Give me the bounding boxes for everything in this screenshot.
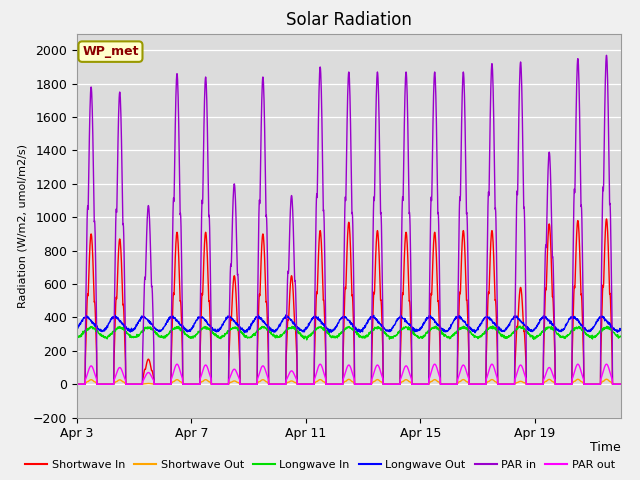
Title: Solar Radiation: Solar Radiation [286, 11, 412, 29]
Shortwave In [617, 381, 625, 387]
PAR out [200, 366, 207, 372]
Shortwave Out [470, 381, 477, 387]
Shortwave In [150, 381, 158, 387]
Y-axis label: Radiation (W/m2, umol/m2/s): Radiation (W/m2, umol/m2/s) [17, 144, 27, 308]
PAR out [150, 381, 158, 387]
Shortwave In [470, 381, 477, 387]
Longwave In [150, 328, 158, 334]
Line: PAR out: PAR out [77, 364, 621, 384]
PAR out [173, 361, 181, 367]
Text: WP_met: WP_met [82, 45, 139, 58]
Line: Shortwave Out: Shortwave Out [77, 379, 621, 384]
PAR in [289, 201, 296, 207]
Longwave In [303, 337, 310, 343]
PAR in [603, 52, 611, 58]
Legend: Shortwave In, Shortwave Out, Longwave In, Longwave Out, PAR in, PAR out: Shortwave In, Shortwave Out, Longwave In… [20, 456, 620, 474]
Longwave Out [282, 312, 290, 318]
Longwave In [195, 329, 203, 335]
Shortwave Out [603, 376, 611, 382]
Longwave In [99, 332, 107, 338]
Shortwave In [199, 280, 207, 286]
Shortwave In [195, 381, 203, 387]
Longwave Out [73, 327, 81, 333]
PAR out [73, 381, 81, 387]
Line: Longwave Out: Longwave Out [77, 315, 621, 333]
Shortwave In [73, 381, 81, 387]
PAR in [73, 381, 81, 387]
PAR out [617, 381, 625, 387]
Longwave In [289, 324, 296, 330]
Shortwave In [603, 216, 611, 222]
Shortwave In [289, 277, 296, 283]
Shortwave Out [99, 381, 107, 387]
Shortwave Out [289, 378, 296, 384]
Longwave Out [471, 330, 479, 336]
Longwave Out [195, 314, 203, 320]
Longwave Out [150, 324, 158, 330]
Longwave Out [199, 315, 207, 321]
PAR out [289, 369, 296, 374]
PAR in [617, 381, 625, 387]
Longwave In [199, 324, 207, 330]
Text: Time: Time [590, 441, 621, 454]
Shortwave Out [150, 381, 158, 387]
Shortwave Out [73, 381, 81, 387]
PAR out [470, 381, 478, 387]
Shortwave Out [195, 381, 203, 387]
PAR in [99, 381, 107, 387]
Shortwave Out [617, 381, 625, 387]
Longwave In [617, 333, 625, 339]
Longwave Out [289, 319, 296, 325]
Longwave In [489, 323, 497, 329]
Longwave Out [617, 326, 625, 332]
Longwave Out [99, 328, 107, 334]
PAR in [470, 381, 477, 387]
Longwave Out [470, 327, 478, 333]
Shortwave In [99, 381, 107, 387]
Longwave In [470, 335, 478, 340]
Longwave In [73, 335, 81, 340]
PAR in [199, 177, 207, 182]
Line: Shortwave In: Shortwave In [77, 219, 621, 384]
Line: Longwave In: Longwave In [77, 326, 621, 340]
PAR out [99, 381, 107, 387]
Line: PAR in: PAR in [77, 55, 621, 384]
PAR in [195, 381, 203, 387]
PAR out [195, 381, 203, 387]
PAR in [150, 381, 158, 387]
Shortwave Out [199, 378, 207, 384]
